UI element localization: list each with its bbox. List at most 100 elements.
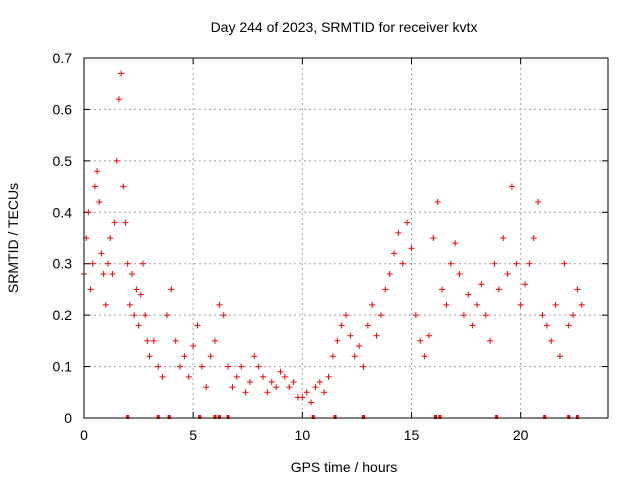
data-point xyxy=(100,271,107,277)
data-point xyxy=(504,271,511,277)
data-point xyxy=(264,389,271,396)
data-point xyxy=(386,271,393,277)
y-tick-label: 0.6 xyxy=(53,101,73,117)
data-point xyxy=(391,250,398,257)
y-tick-label: 0.7 xyxy=(53,50,73,66)
data-point xyxy=(198,363,205,370)
data-point xyxy=(548,337,555,344)
data-point xyxy=(417,337,424,344)
data-point xyxy=(242,389,249,396)
data-point xyxy=(478,281,485,288)
chart-title: Day 244 of 2023, SRMTID for receiver kvt… xyxy=(211,19,478,35)
data-point xyxy=(369,301,376,308)
y-tick-label: 0.2 xyxy=(53,307,73,323)
data-point xyxy=(105,260,112,267)
x-tick-label: 20 xyxy=(513,427,529,443)
data-point xyxy=(94,168,101,175)
data-point xyxy=(185,373,192,380)
data-point xyxy=(109,271,116,277)
data-point xyxy=(207,353,214,360)
data-point xyxy=(329,353,336,360)
data-point xyxy=(487,337,494,344)
data-point xyxy=(321,389,328,396)
y-tick-label: 0.3 xyxy=(53,256,73,272)
data-points xyxy=(81,70,585,406)
data-point xyxy=(460,312,467,319)
data-point xyxy=(98,250,105,257)
data-point xyxy=(126,301,133,308)
x-axis-label: GPS time / hours xyxy=(291,459,398,475)
data-point xyxy=(312,384,319,391)
data-point xyxy=(469,322,476,329)
gap-marker xyxy=(543,415,547,419)
x-tick-labels: 0 5 10 15 20 xyxy=(80,427,529,443)
data-point xyxy=(124,260,131,267)
data-point xyxy=(360,363,367,370)
data-point xyxy=(194,322,201,329)
y-tick-label: 0.1 xyxy=(53,359,73,375)
data-point xyxy=(474,301,480,308)
data-point xyxy=(115,96,122,103)
y-tick-label: 0.4 xyxy=(53,204,73,220)
data-point xyxy=(308,399,315,406)
data-point xyxy=(543,322,550,329)
data-point xyxy=(91,183,98,190)
data-point xyxy=(246,379,253,385)
data-point xyxy=(229,384,236,391)
data-point xyxy=(159,373,166,380)
data-point xyxy=(216,301,223,308)
data-point xyxy=(111,219,118,226)
data-point xyxy=(430,235,437,241)
data-point xyxy=(102,301,109,308)
data-point xyxy=(404,219,411,226)
data-point xyxy=(395,229,402,236)
data-point xyxy=(334,337,341,344)
data-point xyxy=(146,353,153,360)
data-point xyxy=(465,291,472,298)
data-point xyxy=(408,245,415,252)
data-point xyxy=(120,183,127,190)
data-point xyxy=(150,337,157,344)
data-point xyxy=(87,286,94,293)
data-point xyxy=(155,363,162,370)
data-point xyxy=(443,301,450,308)
gap-marker xyxy=(333,415,337,419)
data-point xyxy=(212,337,218,344)
data-point xyxy=(495,286,502,293)
data-point xyxy=(255,363,262,370)
data-point xyxy=(574,286,581,293)
data-point xyxy=(203,384,210,391)
x-tick-label: 5 xyxy=(189,427,197,443)
data-point xyxy=(556,353,563,360)
data-point xyxy=(163,312,170,319)
data-point xyxy=(439,286,446,293)
data-point xyxy=(233,373,240,380)
gap-marker xyxy=(217,415,221,419)
gap-marker xyxy=(495,415,499,419)
data-point xyxy=(570,312,577,319)
data-point xyxy=(268,379,275,385)
x-tick-label: 15 xyxy=(404,427,420,443)
data-point xyxy=(425,332,432,339)
data-point xyxy=(482,312,489,319)
gap-marker xyxy=(198,415,202,419)
y-tick-label: 0.5 xyxy=(53,153,73,169)
data-point xyxy=(133,286,140,293)
data-point xyxy=(452,240,459,247)
data-point xyxy=(316,379,323,385)
data-point xyxy=(578,301,585,308)
gap-marker xyxy=(311,415,315,419)
data-point xyxy=(89,260,96,267)
gap-marker xyxy=(438,415,442,419)
data-point xyxy=(220,312,227,319)
data-point xyxy=(382,286,389,293)
data-point xyxy=(565,322,572,329)
data-point xyxy=(447,260,454,267)
gap-marker xyxy=(434,415,438,419)
gap-marker xyxy=(567,415,571,419)
data-point xyxy=(517,301,524,308)
data-point xyxy=(343,312,349,319)
plot-frame xyxy=(83,57,609,419)
